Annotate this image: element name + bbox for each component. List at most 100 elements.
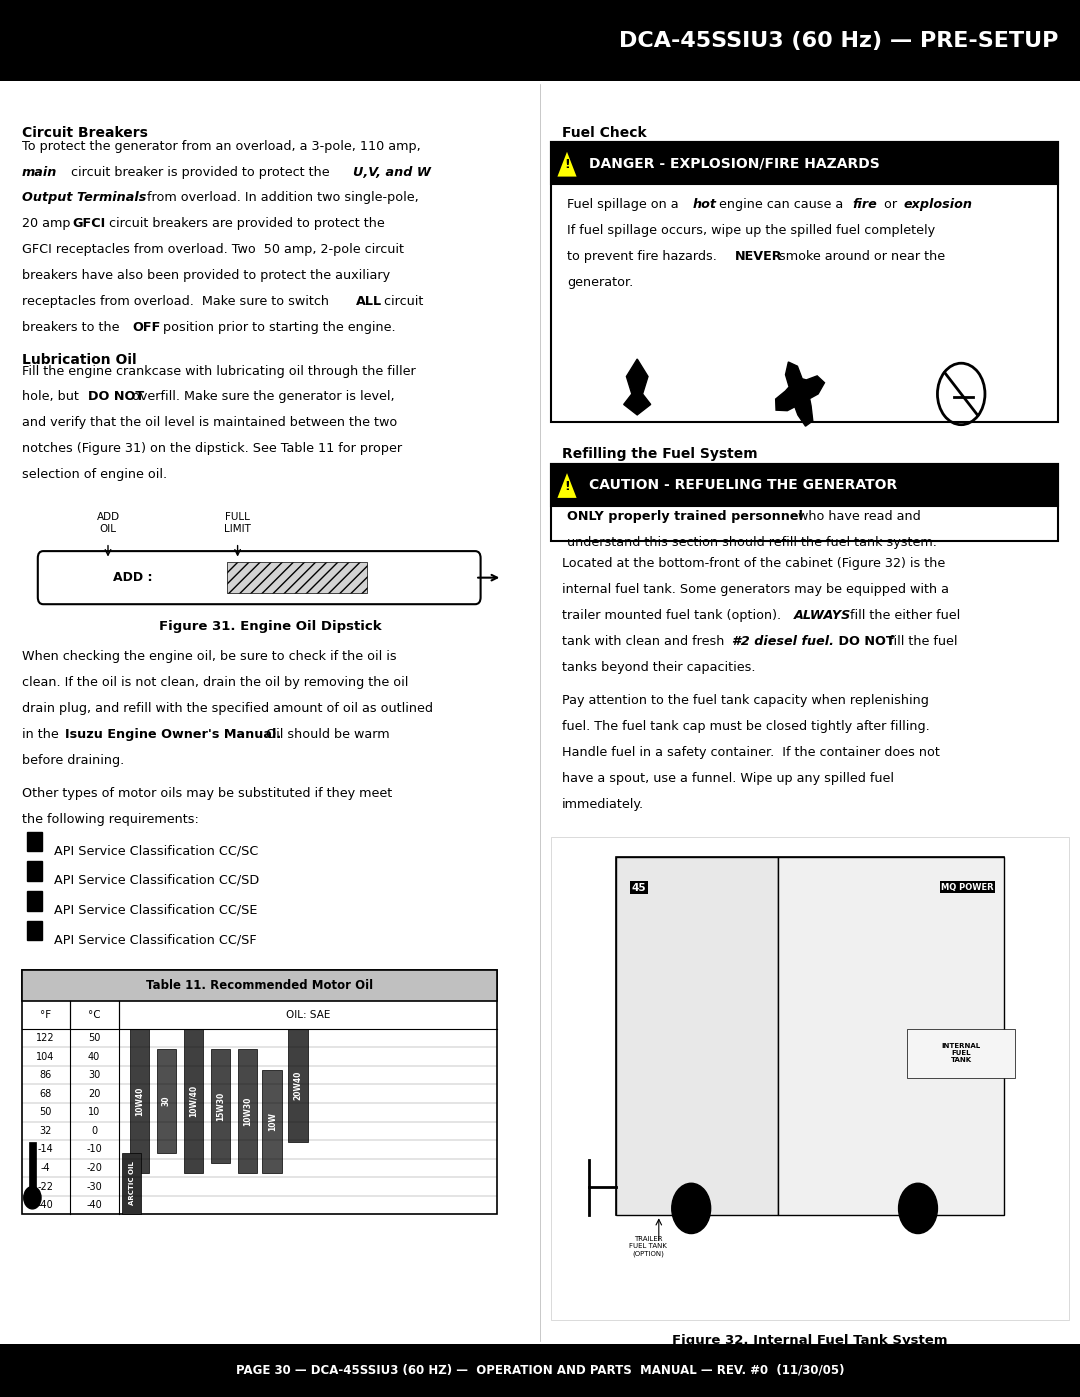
- Text: have a spout, use a funnel. Wipe up any spilled fuel: have a spout, use a funnel. Wipe up any …: [562, 773, 893, 785]
- Text: from overload. In addition two single-pole,: from overload. In addition two single-po…: [143, 191, 418, 204]
- Text: clean. If the oil is not clean, drain the oil by removing the oil: clean. If the oil is not clean, drain th…: [22, 676, 408, 689]
- Bar: [157, 1049, 176, 1153]
- Text: DANGER - EXPLOSION/FIRE HAZARDS: DANGER - EXPLOSION/FIRE HAZARDS: [589, 156, 879, 170]
- Bar: [551, 142, 1058, 422]
- Text: 10: 10: [87, 1108, 100, 1118]
- Text: TRAILER
FUEL TANK
(OPTION): TRAILER FUEL TANK (OPTION): [629, 1236, 667, 1257]
- Text: 122: 122: [36, 1032, 55, 1044]
- Text: generator.: generator.: [567, 275, 633, 289]
- Text: main: main: [22, 166, 57, 179]
- Text: API Service Classification CC/SC: API Service Classification CC/SC: [54, 844, 258, 858]
- Text: 20 amp: 20 amp: [22, 217, 75, 231]
- Text: FULL
LIMIT: FULL LIMIT: [225, 511, 251, 534]
- Text: API Service Classification CC/SD: API Service Classification CC/SD: [54, 875, 259, 887]
- Bar: [22, 970, 497, 1214]
- Text: DCA-45SSIU3 (60 Hz) — PRE-SETUP: DCA-45SSIU3 (60 Hz) — PRE-SETUP: [619, 31, 1058, 50]
- Bar: [184, 1028, 203, 1173]
- Text: Table 11. Recommended Motor Oil: Table 11. Recommended Motor Oil: [146, 979, 373, 992]
- Text: fire: fire: [852, 198, 877, 211]
- Text: circuit breaker is provided to protect the: circuit breaker is provided to protect t…: [67, 166, 334, 179]
- Text: Figure 32. Internal Fuel Tank System: Figure 32. Internal Fuel Tank System: [672, 1334, 948, 1347]
- Text: engine can cause a: engine can cause a: [715, 198, 847, 211]
- Text: and verify that the oil level is maintained between the two: and verify that the oil level is maintai…: [22, 416, 396, 429]
- FancyBboxPatch shape: [0, 0, 1080, 81]
- Bar: [551, 464, 1058, 506]
- Text: 30: 30: [162, 1095, 171, 1106]
- Text: ALL: ALL: [356, 295, 382, 307]
- Text: Fill the engine crankcase with lubricating oil through the filler: Fill the engine crankcase with lubricati…: [22, 365, 416, 377]
- Text: 68: 68: [39, 1088, 52, 1098]
- Bar: [22, 970, 497, 1000]
- Text: -20: -20: [86, 1164, 102, 1173]
- Text: fuel. The fuel tank cap must be closed tightly after filling.: fuel. The fuel tank cap must be closed t…: [562, 721, 930, 733]
- Text: -22: -22: [38, 1182, 53, 1192]
- Circle shape: [899, 1183, 937, 1234]
- Text: internal fuel tank. Some generators may be equipped with a: internal fuel tank. Some generators may …: [562, 584, 948, 597]
- Text: receptacles from overload.  Make sure to switch: receptacles from overload. Make sure to …: [22, 295, 333, 307]
- Text: drain plug, and refill with the specified amount of oil as outlined: drain plug, and refill with the specifie…: [22, 701, 433, 715]
- Bar: [29, 1141, 36, 1197]
- Text: selection of engine oil.: selection of engine oil.: [22, 468, 166, 481]
- Text: 50: 50: [39, 1108, 52, 1118]
- Text: the following requirements:: the following requirements:: [22, 813, 199, 826]
- Text: If fuel spillage occurs, wipe up the spilled fuel completely: If fuel spillage occurs, wipe up the spi…: [567, 224, 935, 237]
- Bar: [778, 858, 1004, 1215]
- Text: position prior to starting the engine.: position prior to starting the engine.: [159, 320, 395, 334]
- Text: 45: 45: [632, 883, 647, 893]
- Bar: [211, 1049, 230, 1162]
- Text: OFF: OFF: [133, 320, 161, 334]
- Text: CAUTION - REFUELING THE GENERATOR: CAUTION - REFUELING THE GENERATOR: [589, 478, 896, 492]
- Bar: [551, 464, 1058, 541]
- Bar: [27, 831, 42, 851]
- Text: When checking the engine oil, be sure to check if the oil is: When checking the engine oil, be sure to…: [22, 650, 396, 664]
- Circle shape: [24, 1186, 41, 1208]
- Text: Isuzu Engine Owner's Manual.: Isuzu Engine Owner's Manual.: [65, 728, 281, 740]
- Text: 32: 32: [39, 1126, 52, 1136]
- Text: PAGE 30 — DCA-45SSIU3 (60 HZ) —  OPERATION AND PARTS  MANUAL — REV. #0  (11/30/0: PAGE 30 — DCA-45SSIU3 (60 HZ) — OPERATIO…: [235, 1363, 845, 1377]
- Text: !: !: [564, 479, 570, 493]
- FancyBboxPatch shape: [38, 550, 481, 604]
- Text: Other types of motor oils may be substituted if they meet: Other types of motor oils may be substit…: [22, 788, 392, 800]
- Text: !: !: [564, 158, 570, 172]
- Text: ADD :: ADD :: [113, 571, 153, 584]
- Text: -30: -30: [86, 1182, 102, 1192]
- Bar: [27, 862, 42, 882]
- Text: Circuit Breakers: Circuit Breakers: [22, 126, 148, 140]
- Text: Figure 31. Engine Oil Dipstick: Figure 31. Engine Oil Dipstick: [159, 619, 381, 633]
- Text: MQ POWER: MQ POWER: [941, 883, 994, 891]
- Text: -4: -4: [41, 1164, 50, 1173]
- Text: -40: -40: [86, 1200, 102, 1210]
- Text: DO NOT: DO NOT: [834, 634, 894, 648]
- Bar: [27, 891, 42, 911]
- Bar: [122, 1153, 141, 1214]
- Text: °C: °C: [87, 1010, 100, 1020]
- Text: Pay attention to the fuel tank capacity when replenishing: Pay attention to the fuel tank capacity …: [562, 694, 929, 707]
- Text: explosion: explosion: [904, 198, 973, 211]
- Bar: [27, 921, 42, 940]
- Text: circuit: circuit: [380, 295, 423, 307]
- Text: °F: °F: [40, 1010, 51, 1020]
- Text: Handle fuel in a safety container.  If the container does not: Handle fuel in a safety container. If th…: [562, 746, 940, 759]
- Circle shape: [672, 1183, 711, 1234]
- Text: 104: 104: [36, 1052, 55, 1062]
- Bar: [130, 1028, 149, 1173]
- Text: who have read and: who have read and: [794, 510, 920, 522]
- Text: ONLY properly trained personnel: ONLY properly trained personnel: [567, 510, 804, 522]
- Text: OIL: SAE: OIL: SAE: [285, 1010, 330, 1020]
- Text: -10: -10: [86, 1144, 102, 1154]
- Text: .: .: [967, 198, 971, 211]
- Text: circuit breaker is provided to protect the                ,: circuit breaker is provided to protect t…: [22, 166, 380, 179]
- Text: API Service Classification CC/SF: API Service Classification CC/SF: [54, 933, 257, 946]
- Bar: [907, 1030, 1015, 1078]
- Text: To protect the generator from an overload, a 3-pole, 110 amp,: To protect the generator from an overloa…: [22, 140, 420, 152]
- Bar: [288, 1028, 308, 1143]
- Text: breakers to the: breakers to the: [22, 320, 123, 334]
- Text: breakers have also been provided to protect the auxiliary: breakers have also been provided to prot…: [22, 268, 390, 282]
- Text: circuit breakers are provided to protect the: circuit breakers are provided to protect…: [105, 217, 384, 231]
- Text: 30: 30: [87, 1070, 100, 1080]
- Text: tanks beyond their capacities.: tanks beyond their capacities.: [562, 661, 755, 673]
- Polygon shape: [556, 149, 578, 177]
- Text: notches (Figure 31) on the dipstick. See Table 11 for proper: notches (Figure 31) on the dipstick. See…: [22, 441, 402, 455]
- Text: tank with clean and fresh: tank with clean and fresh: [562, 634, 728, 648]
- Text: 10W40: 10W40: [135, 1087, 144, 1116]
